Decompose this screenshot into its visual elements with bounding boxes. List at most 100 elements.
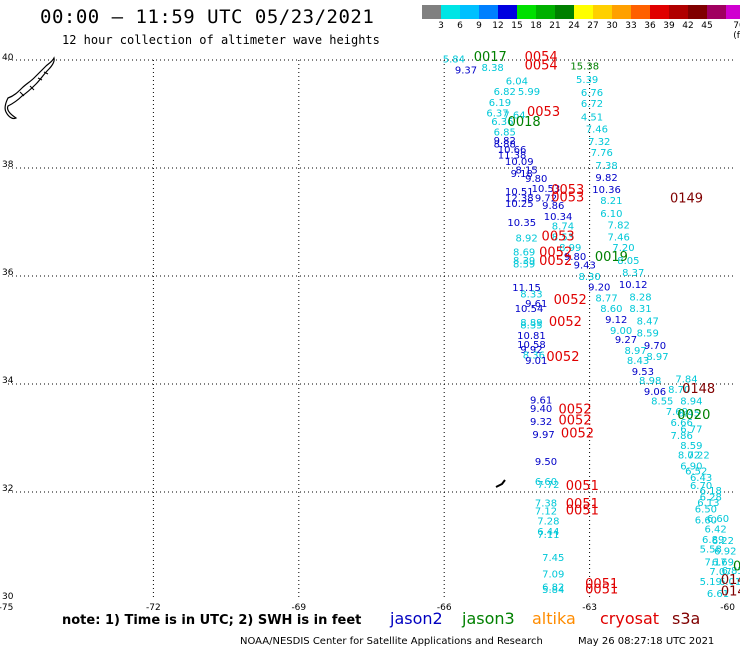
wave-height-value: 10.35 <box>507 218 536 229</box>
wave-height-value: 8.33 <box>520 290 542 301</box>
wave-height-value: 9.86 <box>542 201 564 212</box>
wave-height-value: 10.51 <box>505 187 534 198</box>
footer-credit: NOAA/NESDIS Center for Satellite Applica… <box>240 636 543 647</box>
wave-height-value: 6.37 <box>486 109 508 120</box>
wave-height-value: 7.86 <box>671 431 693 442</box>
latitude-tick-label: 36 <box>2 268 14 278</box>
wave-height-value: 9.27 <box>615 335 637 346</box>
wave-height-value: 5.58 <box>700 544 722 555</box>
wave-height-value: 8.97 <box>625 346 647 357</box>
pass-number-label: 0052 <box>554 293 587 308</box>
wave-height-value: 6.85 <box>494 128 516 139</box>
wave-height-value: 8.21 <box>600 196 622 207</box>
wave-height-value: 6.61 <box>707 589 729 600</box>
wave-height-value: 9.01 <box>525 356 547 367</box>
colorbar-swatch <box>669 5 688 19</box>
wave-height-value: 5.39 <box>576 75 598 86</box>
pass-number-label: 0051 <box>585 583 618 598</box>
wave-height-value: 9.32 <box>530 417 552 428</box>
wave-height-value: 7.11 <box>537 530 559 541</box>
wave-height-value: 8.88 <box>494 139 516 150</box>
wave-height-value: 7.28 <box>537 516 559 527</box>
wave-height-value: 8.59 <box>513 259 535 270</box>
wave-height-value: 6.01 <box>719 577 740 588</box>
wave-height-value: 6.04 <box>506 76 528 87</box>
wave-height-value: 9.61 <box>530 395 552 406</box>
pass-number-label: 0051 <box>566 479 599 494</box>
coastline-path <box>4 56 55 120</box>
colorbar-swatch <box>593 5 612 19</box>
colorbar-label: 24 <box>568 21 580 31</box>
wave-height-value: 9.82 <box>494 136 516 147</box>
wave-height-value: 6.66 <box>671 418 693 429</box>
colorbar-swatch <box>688 5 707 19</box>
wave-height-value: 7.64 <box>503 110 525 121</box>
wave-height-value: 7.07 <box>709 567 731 578</box>
wave-height-value: 6.82 <box>542 582 564 593</box>
wave-height-value: 9.80 <box>564 252 586 263</box>
longitude-tick-label: -63 <box>582 603 597 613</box>
wave-height-value: 6.60 <box>535 477 557 488</box>
pass-number-label: 0051 <box>566 504 599 519</box>
wave-height-value: 7.12 <box>535 507 557 518</box>
colorbar-swatch <box>536 5 555 19</box>
wave-height-value: 9.61 <box>525 299 547 310</box>
wave-height-value: 9.53 <box>632 367 654 378</box>
wave-height-value: 7.45 <box>542 553 564 564</box>
wave-height-value: 9.70 <box>644 341 666 352</box>
wave-height-value: 7.32 <box>588 137 610 148</box>
wave-height-value: 8.77 <box>595 293 617 304</box>
wave-height-value: 10.09 <box>505 157 534 168</box>
colorbar-label: 42 <box>682 21 694 31</box>
pass-number-label: 0017 <box>474 50 507 65</box>
colorbar-label: 36 <box>644 21 656 31</box>
page-subtitle: 12 hour collection of altimeter wave hei… <box>62 33 380 47</box>
wave-height-value: 6.10 <box>600 209 622 220</box>
wave-height-value: 8.02 <box>678 451 700 462</box>
wave-height-value: 8.98 <box>639 376 661 387</box>
wave-height-value: 6.44 <box>537 527 559 538</box>
colorbar-swatch <box>555 5 574 19</box>
wave-height-value: 8.47 <box>637 317 659 328</box>
page-title: 00:00 – 11:59 UTC 05/23/2021 <box>40 6 375 28</box>
satellite-legend-s3a: s3a <box>672 609 701 628</box>
wave-height-value: 8.36 <box>523 351 545 362</box>
wave-height-value: 8.30 <box>578 272 600 283</box>
wave-height-value: 7.46 <box>586 124 608 135</box>
colorbar-label: 70 (ft) <box>733 21 740 41</box>
wave-height-value: 8.31 <box>629 304 651 315</box>
coastline <box>4 56 55 120</box>
wave-height-value: 8.99 <box>559 243 581 254</box>
wave-height-value: 6.19 <box>489 98 511 109</box>
pass-number-label: 0146 <box>721 585 740 600</box>
wave-height-value: 6.43 <box>690 473 712 484</box>
pass-number-label: 0053 <box>551 183 584 198</box>
colorbar-swatch <box>650 5 669 19</box>
longitude-tick-label: -66 <box>437 603 452 613</box>
wave-height-value: 8.59 <box>680 441 702 452</box>
wave-height-value: 6.90 <box>680 461 702 472</box>
colorbar-swatch <box>479 5 498 19</box>
observation-labels: 5.849.37 8.386.046.82 5.996.196.377.646.36… <box>443 55 740 600</box>
wave-height-value: 10.66 <box>498 145 527 156</box>
wave-height-value: 7.20 <box>612 243 634 254</box>
wave-height-value: 8.74 <box>552 222 574 233</box>
longitude-tick-label: -72 <box>146 603 161 613</box>
latitude-tick-label: 40 <box>2 53 14 63</box>
colorbar-label: 3 <box>438 21 444 31</box>
wave-height-value: 9.43 <box>574 260 596 271</box>
satellite-legend-jason3: jason3 <box>462 609 515 628</box>
wave-height-value: 8.94 <box>680 397 702 408</box>
wave-height-value: 6.92 <box>714 547 736 558</box>
wave-height-value: 10.54 <box>515 304 544 315</box>
wave-height-value: 7.38 <box>535 499 557 510</box>
wave-height-value: 8.35 <box>520 320 542 331</box>
colorbar-swatch <box>422 5 441 19</box>
satellite-legend-cryosat: cryosat <box>600 609 660 628</box>
track-marker <box>495 479 506 488</box>
latitude-tick-label: 32 <box>2 484 13 494</box>
wave-height-value: 10.34 <box>544 212 573 223</box>
wave-height-value: 6.13 <box>697 498 719 509</box>
note-text: note: 1) Time is in UTC; 2) SWH is in fe… <box>62 613 362 628</box>
wave-height-value: 7.69 <box>666 407 688 418</box>
